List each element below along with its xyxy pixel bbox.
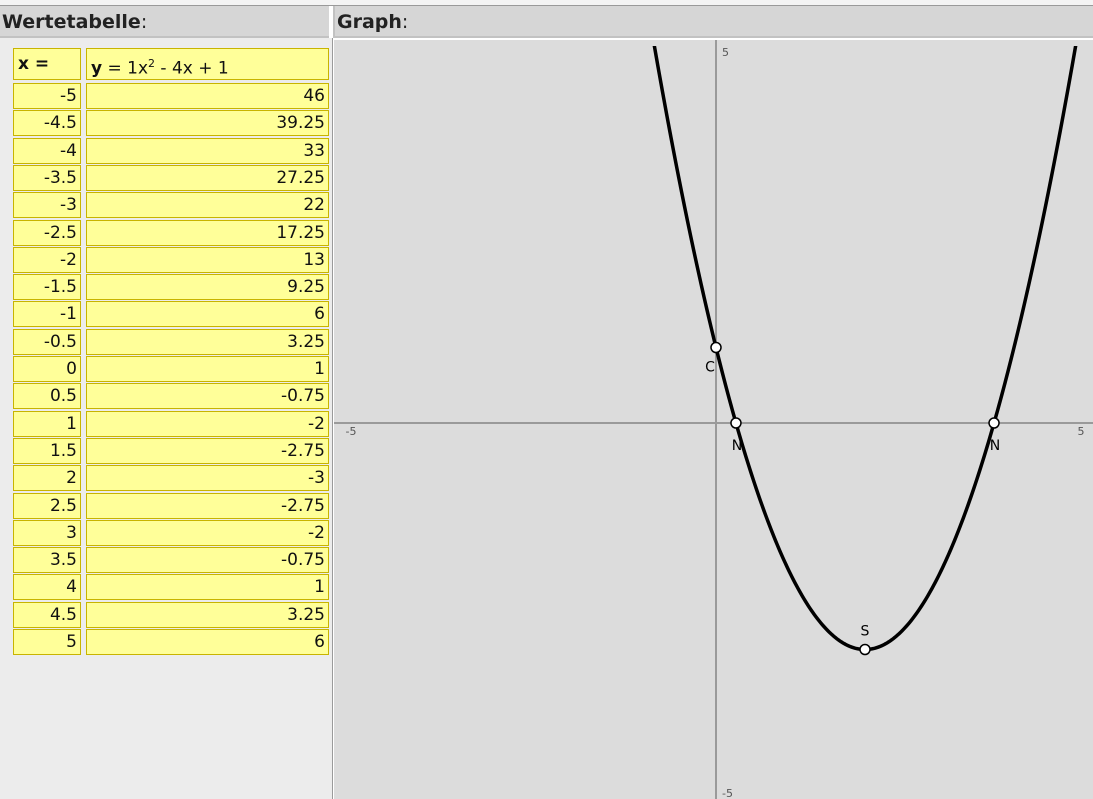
graph-title-colon: : [401,11,409,33]
table-cell-y: -2 [86,519,329,546]
table-cell-y: 17.25 [86,219,329,246]
table-cell-x: -4.5 [13,110,81,137]
table-cell-x: -1.5 [13,274,81,301]
table-cell-x: -2.5 [13,219,81,246]
point-s-marker [859,643,871,656]
table-cell-x: 0 [13,356,81,382]
point-s-label: S [861,624,870,640]
table-cell-x: -5 [13,83,81,109]
table-cell-x: -3.5 [13,164,81,191]
table-cell-x: -3 [13,192,81,219]
point-n-label: N [732,438,742,454]
table-cell-y: 27.25 [86,164,329,191]
table-cell-x: 2 [13,465,81,492]
x-min-tick-label: -5 [346,425,357,438]
table-cell-y: 3.25 [86,601,329,628]
table-header: Wertetabelle: [0,6,329,38]
point-n-label: N [990,438,1000,454]
table-cell-x: 3 [13,519,81,546]
table-cell-x: 0.5 [13,383,81,410]
graph-canvas[interactable]: -5 5 5 -5 C N N S [334,40,1093,799]
table-cell-x: 4.5 [13,601,81,628]
graph-svg: -5 5 5 -5 C N N S [334,40,1093,799]
table-cell-y: 9.25 [86,274,329,301]
table-cell-x: 2.5 [13,492,81,519]
table-cell-y: -2.75 [86,492,329,519]
table-cell-y: 22 [86,192,329,219]
table-cell-y: 6 [86,629,329,655]
point-c-label: C [705,360,715,376]
table-cell-y: 1 [86,574,329,601]
value-table: x = y = 1x2 - 4x + 1 -5 46 -4.5 39.25 -4 33 -3… [0,38,333,799]
x-max-tick-label: 5 [1078,425,1085,438]
point-n-marker [730,417,742,429]
table-cell-x: 4 [13,574,81,601]
table-cell-x: 1.5 [13,437,81,464]
table-cell-x: 3.5 [13,547,81,574]
y-min-tick-label: -5 [722,787,733,799]
table-cell-y: 6 [86,301,329,328]
table-cell-x: -4 [13,137,81,164]
table-cell-y: -0.75 [86,383,329,410]
table-cell-y: -3 [86,465,329,492]
table-cell-x: 5 [13,629,81,655]
table-title: Wertetabelle [2,11,141,33]
graph-title: Graph [337,11,402,33]
point-c-marker [710,341,722,354]
table-cell-x: -2 [13,246,81,273]
table-cell-y: -2 [86,410,329,437]
top-border [0,0,1093,6]
point-n-marker [988,417,1000,429]
x-column-header: x = [13,48,81,80]
table-cell-y: -0.75 [86,547,329,574]
table-cell-x: -1 [13,301,81,328]
table-title-colon: : [140,11,148,33]
parabola-curve [652,46,1078,652]
table-cell-y: -2.75 [86,437,329,464]
y-column-header: y = 1x2 - 4x + 1 [86,48,329,80]
table-cell-y: 1 [86,356,329,382]
table-cell-y: 39.25 [86,110,329,137]
table-cell-y: 3.25 [86,328,329,355]
table-cell-y: 13 [86,246,329,273]
y-max-tick-label: 5 [722,46,729,59]
table-cell-y: 33 [86,137,329,164]
table-cell-x: -0.5 [13,328,81,355]
graph-header: Graph: [333,6,1093,38]
table-cell-y: 46 [86,83,329,109]
table-cell-x: 1 [13,410,81,437]
